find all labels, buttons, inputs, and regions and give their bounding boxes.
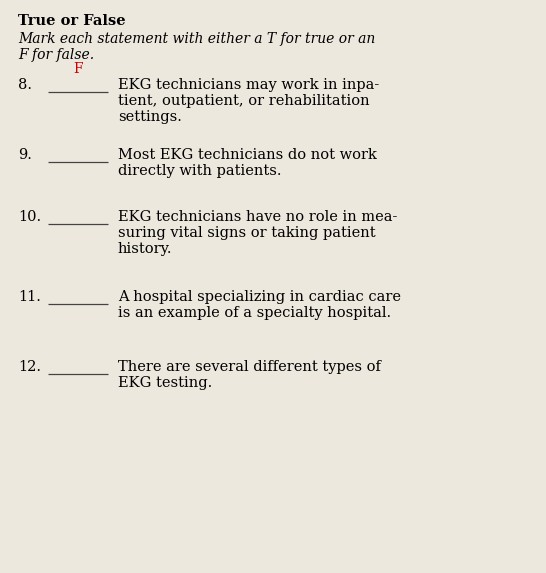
Text: tient, outpatient, or rehabilitation: tient, outpatient, or rehabilitation [118, 94, 370, 108]
Text: 12.: 12. [18, 360, 41, 374]
Text: A hospital specializing in cardiac care: A hospital specializing in cardiac care [118, 290, 401, 304]
Text: There are several different types of: There are several different types of [118, 360, 381, 374]
Text: directly with patients.: directly with patients. [118, 164, 282, 178]
Text: True or False: True or False [18, 14, 126, 28]
Text: F for false.: F for false. [18, 48, 94, 62]
Text: suring vital signs or taking patient: suring vital signs or taking patient [118, 226, 376, 240]
Text: 9.: 9. [18, 148, 32, 162]
Text: EKG technicians may work in inpa-: EKG technicians may work in inpa- [118, 78, 379, 92]
Text: settings.: settings. [118, 110, 182, 124]
Text: EKG testing.: EKG testing. [118, 376, 212, 390]
Text: Most EKG technicians do not work: Most EKG technicians do not work [118, 148, 377, 162]
Text: F: F [73, 62, 83, 76]
Text: Mark each statement with either a T for true or an: Mark each statement with either a T for … [18, 32, 375, 46]
Text: 8.: 8. [18, 78, 32, 92]
Text: history.: history. [118, 242, 173, 256]
Text: 10.: 10. [18, 210, 41, 224]
Text: EKG technicians have no role in mea-: EKG technicians have no role in mea- [118, 210, 397, 224]
Text: is an example of a specialty hospital.: is an example of a specialty hospital. [118, 306, 391, 320]
Text: 11.: 11. [18, 290, 41, 304]
